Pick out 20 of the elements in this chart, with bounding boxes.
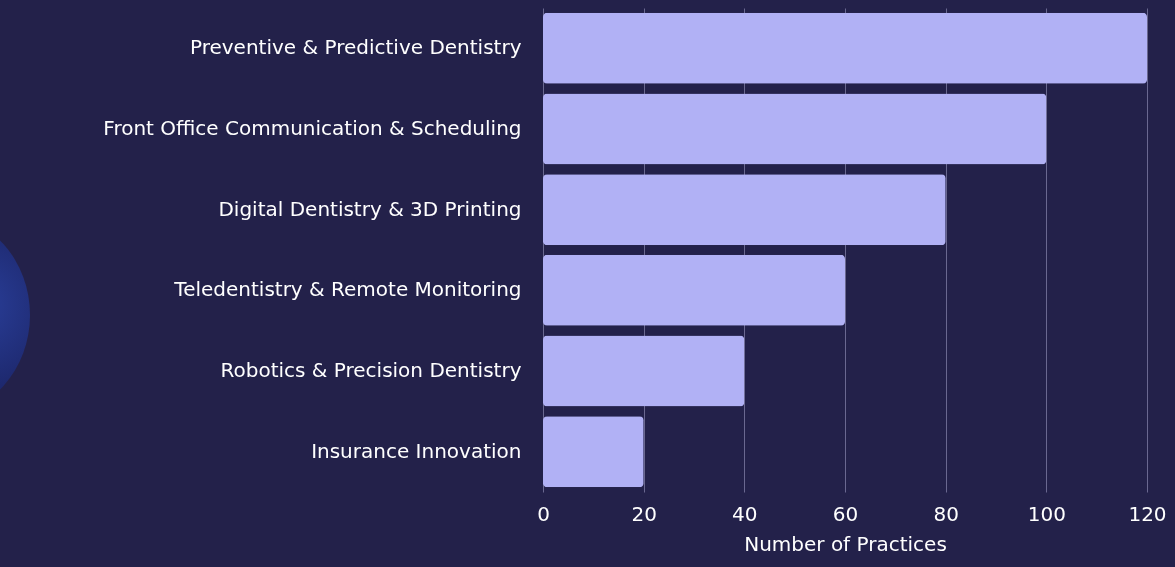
y-tick-label: Preventive & Predictive Dentistry [189,35,522,60]
x-tick-label: 60 [832,501,859,526]
x-tick-label: 40 [732,501,758,526]
x-tick-label: 120 [1128,501,1167,526]
x-tick-label: 0 [537,501,550,526]
x-axis-title: Number of Practices [744,531,947,556]
bar [543,174,946,246]
x-tick-label: 20 [631,501,657,526]
bar [543,254,845,326]
y-tick-label: Front Office Communication & Scheduling [103,116,522,140]
x-tick-label: 100 [1027,501,1066,526]
bar [543,93,1047,165]
x-tick-label: 80 [933,501,959,526]
y-tick-label: Teledentistry & Remote Monitoring [173,277,522,302]
bar [543,416,644,488]
bar [543,12,1147,84]
y-tick-label: Digital Dentistry & 3D Printing [218,196,522,221]
y-tick-label: Robotics & Precision Dentistry [220,358,522,382]
y-tick-label: Insurance Innovation [311,438,522,463]
bar [543,335,745,407]
